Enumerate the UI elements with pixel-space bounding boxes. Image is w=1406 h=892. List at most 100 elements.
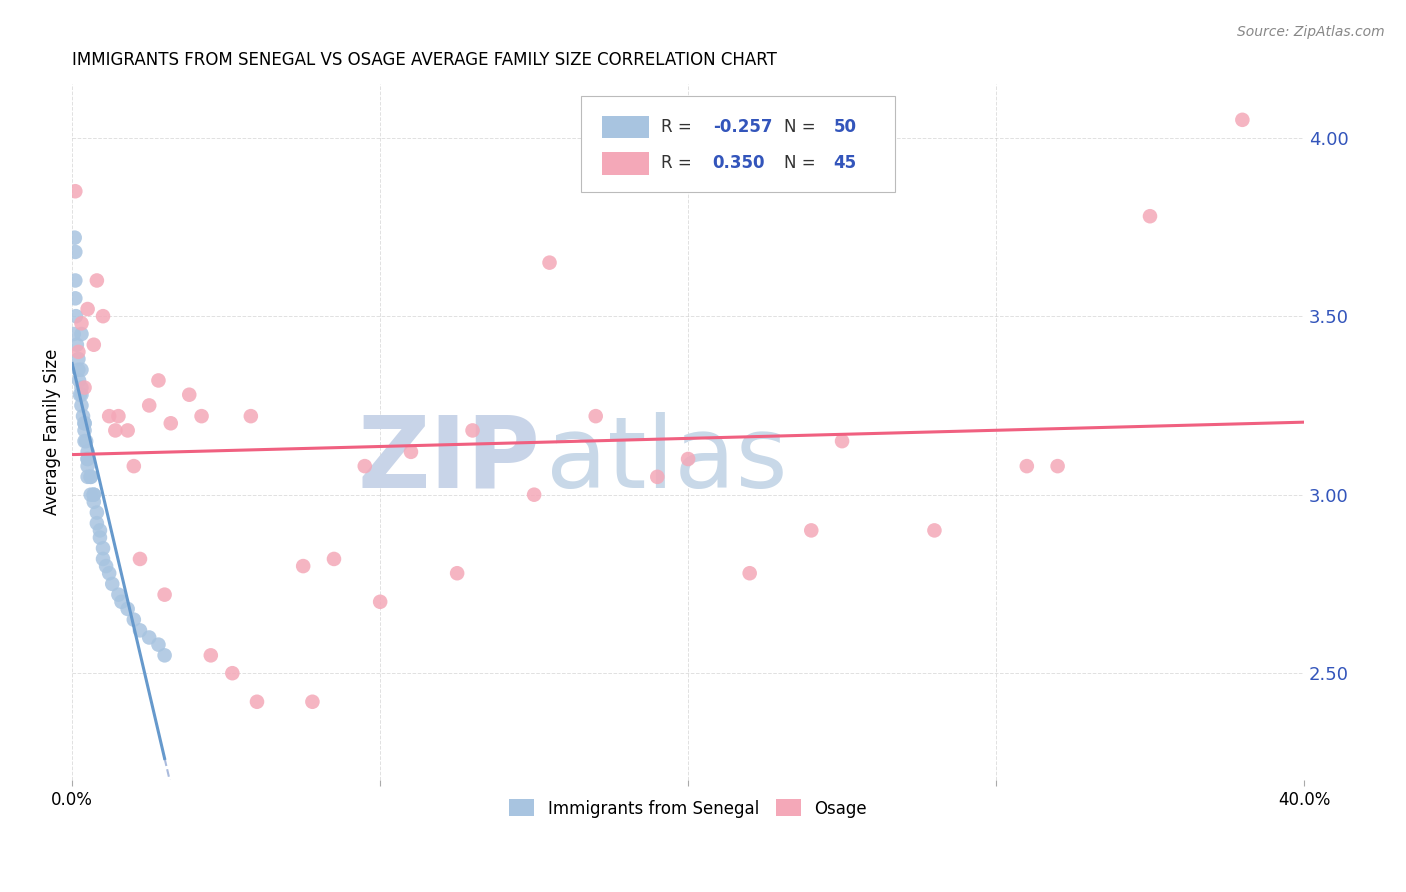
Point	[65, 309, 87, 323]
FancyBboxPatch shape	[581, 96, 896, 192]
Point	[66, 337, 89, 351]
Point	[65, 273, 87, 287]
Point	[86, 506, 108, 520]
Point	[73, 417, 96, 431]
Point	[138, 631, 160, 645]
Point	[153, 648, 176, 663]
Point	[800, 524, 823, 538]
Point	[738, 566, 761, 581]
Point	[91, 309, 114, 323]
Point	[446, 566, 468, 581]
Point	[89, 531, 111, 545]
Point	[80, 470, 103, 484]
Point	[76, 452, 98, 467]
Point	[292, 559, 315, 574]
Text: 0.350: 0.350	[713, 154, 765, 172]
Text: Source: ZipAtlas.com: Source: ZipAtlas.com	[1237, 25, 1385, 39]
Point	[645, 470, 668, 484]
Point	[129, 624, 152, 638]
Point	[76, 301, 98, 316]
Point	[86, 273, 108, 287]
Point	[148, 638, 170, 652]
Point	[104, 424, 127, 438]
Text: IMMIGRANTS FROM SENEGAL VS OSAGE AVERAGE FAMILY SIZE CORRELATION CHART: IMMIGRANTS FROM SENEGAL VS OSAGE AVERAGE…	[72, 51, 778, 69]
Point	[94, 559, 117, 574]
Point	[73, 417, 96, 431]
Text: 45: 45	[834, 154, 856, 172]
Point	[91, 552, 114, 566]
Point	[65, 244, 87, 259]
Point	[70, 399, 93, 413]
Point	[65, 184, 87, 198]
Point	[1015, 459, 1038, 474]
Point	[399, 445, 422, 459]
Point	[461, 424, 484, 438]
Point	[63, 230, 86, 244]
Point	[83, 337, 105, 351]
Point	[117, 602, 139, 616]
Point	[523, 488, 546, 502]
Point	[221, 666, 243, 681]
Point	[153, 588, 176, 602]
Y-axis label: Average Family Size: Average Family Size	[44, 349, 60, 516]
Point	[190, 409, 212, 424]
Point	[73, 424, 96, 438]
Point	[117, 424, 139, 438]
Point	[101, 577, 124, 591]
Point	[70, 388, 93, 402]
FancyBboxPatch shape	[602, 153, 648, 175]
Text: N =: N =	[785, 119, 821, 136]
Point	[70, 326, 93, 341]
Point	[80, 470, 103, 484]
Point	[585, 409, 607, 424]
Point	[70, 381, 93, 395]
Text: 50: 50	[834, 119, 856, 136]
Point	[65, 291, 87, 305]
Point	[70, 316, 93, 330]
Point	[69, 388, 91, 402]
Point	[67, 351, 90, 366]
Point	[148, 374, 170, 388]
Text: R =: R =	[661, 154, 697, 172]
Text: -0.257: -0.257	[713, 119, 772, 136]
Point	[122, 459, 145, 474]
Point	[98, 409, 121, 424]
Point	[138, 399, 160, 413]
Point	[62, 326, 84, 341]
Point	[924, 524, 946, 538]
Point	[73, 434, 96, 449]
Point	[122, 613, 145, 627]
Point	[107, 409, 129, 424]
Point	[246, 695, 269, 709]
Point	[368, 595, 391, 609]
Point	[831, 434, 853, 449]
Point	[98, 566, 121, 581]
Point	[67, 363, 90, 377]
Point	[86, 516, 108, 531]
Point	[301, 695, 323, 709]
Point	[1139, 209, 1161, 223]
Point	[239, 409, 262, 424]
Point	[67, 374, 90, 388]
Point	[73, 381, 96, 395]
Point	[76, 445, 98, 459]
Point	[72, 409, 94, 424]
Point	[323, 552, 346, 566]
Point	[67, 344, 90, 359]
Point	[179, 388, 201, 402]
Point	[1046, 459, 1069, 474]
Point	[76, 470, 98, 484]
Point	[107, 588, 129, 602]
Text: atlas: atlas	[547, 411, 789, 508]
Point	[91, 541, 114, 556]
Point	[83, 488, 105, 502]
FancyBboxPatch shape	[602, 116, 648, 138]
Point	[70, 363, 93, 377]
Text: R =: R =	[661, 119, 697, 136]
Point	[110, 595, 132, 609]
Point	[129, 552, 152, 566]
Point	[89, 524, 111, 538]
Point	[76, 459, 98, 474]
Point	[83, 495, 105, 509]
Point	[538, 255, 561, 269]
